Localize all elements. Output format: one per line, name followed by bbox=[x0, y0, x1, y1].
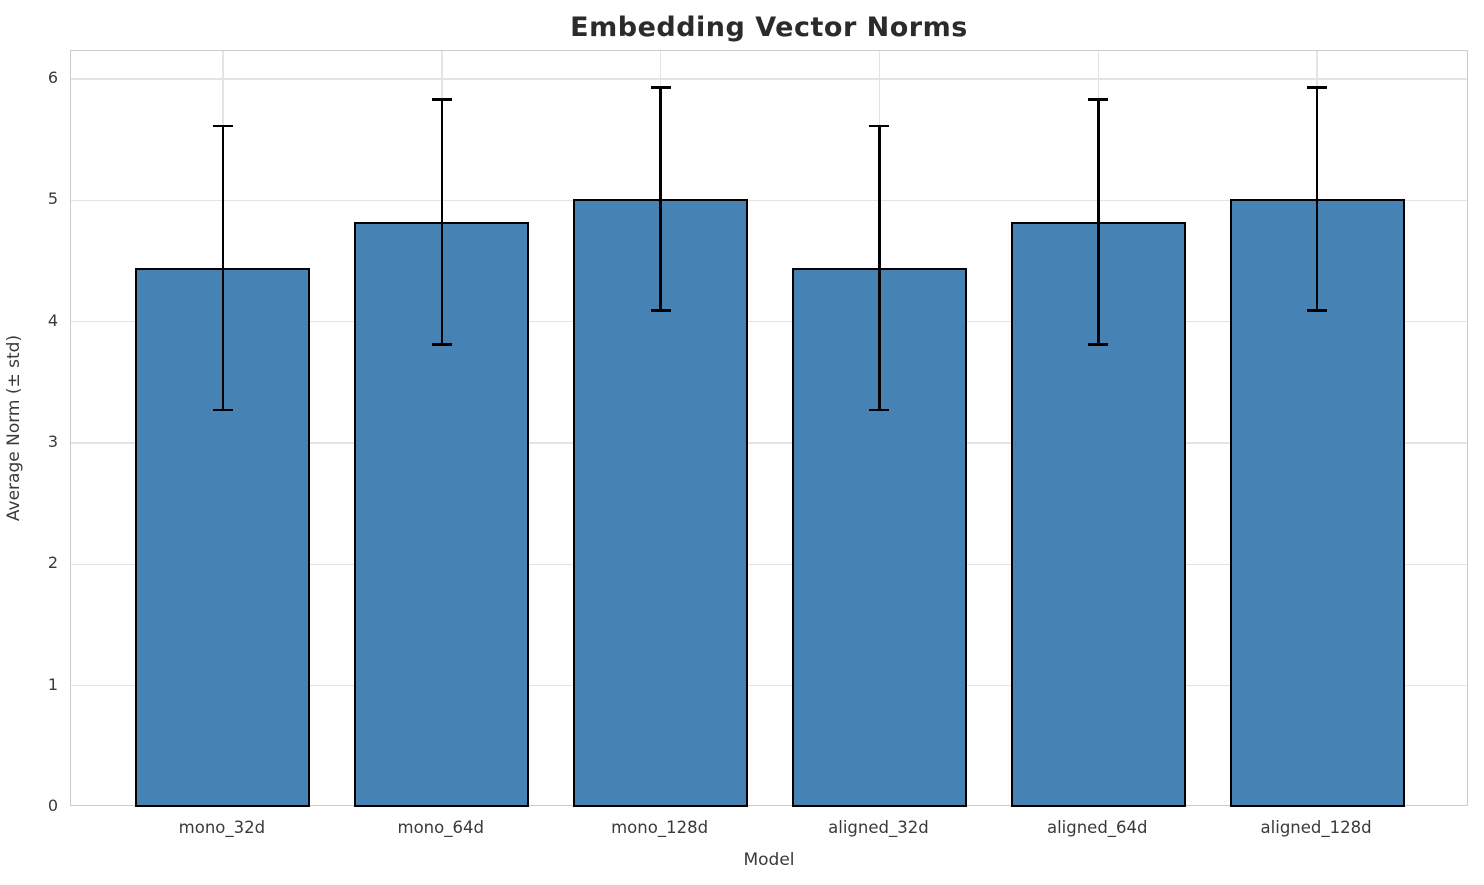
x-tick-label-aligned_32d: aligned_32d bbox=[828, 818, 929, 837]
error-bar-aligned_32d bbox=[878, 126, 881, 411]
error-cap-bottom-aligned_64d bbox=[1088, 343, 1109, 346]
error-cap-bottom-aligned_128d bbox=[1307, 309, 1328, 312]
y-tick-label-1: 1 bbox=[47, 674, 58, 694]
x-tick-label-aligned_64d: aligned_64d bbox=[1046, 818, 1148, 837]
plot-area bbox=[70, 50, 1468, 807]
error-bar-mono_64d bbox=[440, 99, 443, 345]
error-cap-top-aligned_64d bbox=[1088, 98, 1109, 101]
error-bar-aligned_64d bbox=[1097, 99, 1100, 345]
bar-aligned_32d bbox=[791, 268, 967, 807]
error-cap-bottom-aligned_32d bbox=[869, 408, 890, 412]
error-cap-top-aligned_32d bbox=[869, 124, 890, 128]
error-bar-mono_128d bbox=[659, 87, 662, 311]
x-tick-label-mono_128d: mono_128d bbox=[611, 818, 709, 837]
error-cap-bottom-mono_128d bbox=[650, 309, 671, 312]
error-cap-top-mono_128d bbox=[650, 86, 671, 89]
y-tick-label-0: 0 bbox=[47, 796, 58, 815]
error-cap-bottom-mono_64d bbox=[431, 343, 452, 346]
error-cap-top-aligned_128d bbox=[1307, 86, 1328, 89]
error-cap-bottom-mono_32d bbox=[212, 408, 233, 412]
x-tick-label-aligned_128d: aligned_128d bbox=[1260, 818, 1372, 837]
x-tick-label-mono_32d: mono_32d bbox=[178, 818, 266, 837]
gridline-y-2 bbox=[71, 563, 1467, 566]
y-tick-label-2: 2 bbox=[47, 553, 58, 573]
x-tick-label-mono_64d: mono_64d bbox=[397, 818, 484, 837]
chart-title: Embedding Vector Norms bbox=[570, 12, 968, 43]
gridline-y-3 bbox=[71, 442, 1467, 444]
error-cap-top-mono_64d bbox=[431, 98, 452, 101]
gridline-y-6 bbox=[71, 78, 1467, 80]
error-cap-top-mono_32d bbox=[212, 124, 233, 128]
y-axis-label: Average Norm (± std) bbox=[4, 334, 24, 522]
gridline-y-1 bbox=[71, 684, 1467, 687]
x-axis-label: Model bbox=[743, 850, 795, 870]
gridline-y-4 bbox=[71, 320, 1467, 323]
y-tick-label-5: 5 bbox=[47, 189, 58, 209]
y-tick-label-3: 3 bbox=[47, 431, 58, 451]
y-tick-label-4: 4 bbox=[47, 310, 58, 330]
gridline-y-5 bbox=[71, 199, 1467, 201]
error-bar-aligned_128d bbox=[1315, 87, 1319, 311]
error-bar-mono_32d bbox=[221, 126, 225, 411]
y-tick-label-6: 6 bbox=[47, 67, 58, 87]
